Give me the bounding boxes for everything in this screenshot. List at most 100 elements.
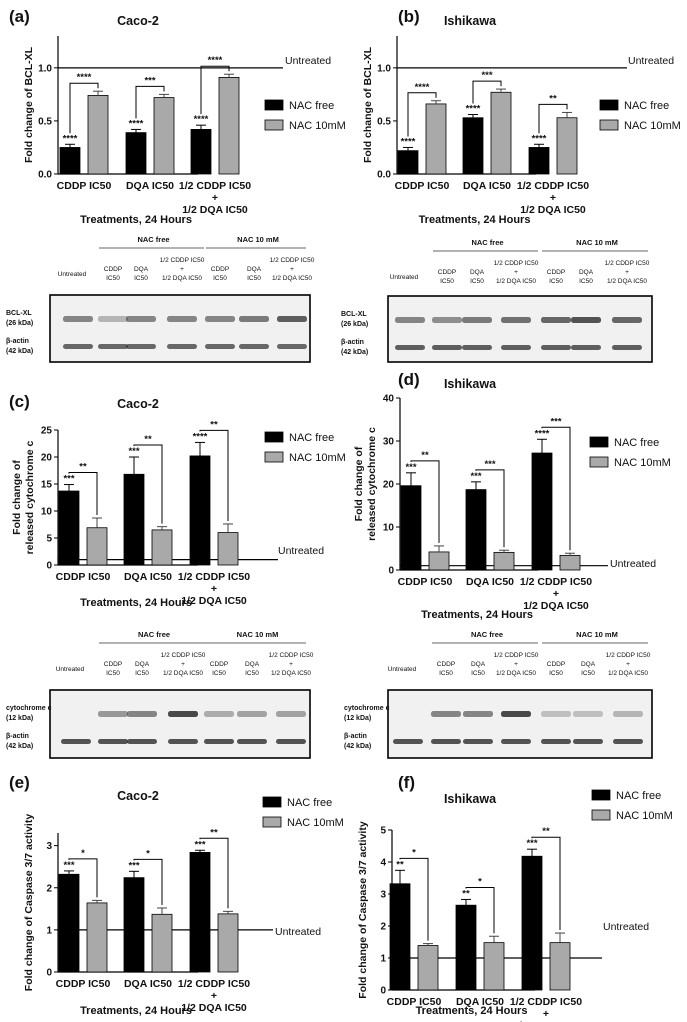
y-tick-label: 15 bbox=[41, 480, 53, 491]
x-tick-label: CDDP IC50 bbox=[57, 180, 112, 192]
significance-stars: *** bbox=[405, 462, 416, 473]
x-tick-label: 1/2 DQA IC50 bbox=[182, 204, 248, 216]
blot-lane-label: DQA bbox=[134, 266, 149, 273]
chart-f: (f) Ishikawa 0 1 2 3 4 5 Fold change of Caspase … bbox=[357, 773, 673, 1022]
blot-band bbox=[204, 711, 234, 717]
blot-lane-label: 1/2 CDDP IC50 bbox=[269, 652, 314, 659]
x-tick-label: 1/2 CDDP IC50 bbox=[178, 571, 250, 583]
blot-lane-label: DQA bbox=[579, 269, 594, 276]
blot-lane-label: IC50 bbox=[439, 670, 453, 677]
chart-c: (c) Caco-2 0 5 10 15 20 25 Fold change of release… bbox=[9, 392, 346, 609]
blot-group-label: NAC 10 mM bbox=[237, 235, 279, 244]
blot-lane-label: Untreated bbox=[390, 274, 419, 281]
blot-band bbox=[168, 711, 198, 717]
blot-lane-label: IC50 bbox=[245, 670, 259, 677]
significance-stars: ** bbox=[462, 888, 470, 899]
y-tick-label: 1 bbox=[380, 954, 386, 965]
bar-nac-10mm bbox=[417, 945, 439, 991]
y-axis-label: Fold change of BCL-XL bbox=[362, 46, 374, 163]
panel-letter: (d) bbox=[398, 370, 420, 389]
blot-band bbox=[573, 711, 603, 717]
x-tick-label: + bbox=[211, 583, 217, 595]
x-tick-label: DQA IC50 bbox=[124, 571, 172, 583]
y-axis-label-line2: released cytochrome c bbox=[24, 440, 36, 554]
legend-label: NAC 10mM bbox=[614, 457, 671, 469]
comparison-bracket bbox=[68, 472, 98, 516]
blot-band bbox=[501, 345, 531, 350]
comparison-bracket bbox=[407, 92, 437, 137]
blot-band bbox=[237, 739, 267, 744]
blot-band bbox=[395, 317, 425, 323]
blot-lane-label: 1/2 DQA IC50 bbox=[271, 670, 311, 677]
western-blot-d: NAC free NAC 10 mM Untreated CDDP IC50 DQA IC5… bbox=[344, 630, 653, 759]
blot-band bbox=[432, 345, 462, 350]
x-tick-label: CDDP IC50 bbox=[56, 571, 111, 583]
bar-nac-free bbox=[528, 147, 550, 175]
chart-d: (d) Ishikawa 0 10 20 30 40 Fold change of releas… bbox=[353, 370, 671, 621]
x-tick-label: + bbox=[212, 192, 218, 204]
blot-membrane bbox=[49, 294, 311, 363]
x-tick-label: 1/2 DQA IC50 bbox=[513, 1020, 579, 1022]
blot-band bbox=[126, 316, 156, 322]
blot-row-label: BCL-XL bbox=[341, 311, 367, 318]
legend-label: NAC 10mM bbox=[624, 120, 681, 132]
blot-lane-label: IC50 bbox=[135, 670, 149, 677]
chart-e: (e) Caco-2 0 1 2 3 Fold change of Caspase 3/7 … bbox=[9, 773, 344, 1017]
untreated-label: Untreated bbox=[278, 545, 324, 557]
blot-lane-label: CDDP bbox=[104, 266, 122, 273]
legend-label: NAC free bbox=[287, 797, 332, 809]
x-tick-label: 1/2 DQA IC50 bbox=[520, 204, 586, 216]
legend-swatch-nac-10mm bbox=[264, 119, 284, 131]
blot-lane-label: DQA bbox=[470, 269, 485, 276]
bar-nac-10mm bbox=[549, 942, 571, 991]
blot-lane-label: DQA bbox=[471, 661, 486, 668]
blot-lane-label: IC50 bbox=[247, 275, 261, 282]
blot-lane-label: IC50 bbox=[579, 278, 593, 285]
x-tick-label: CDDP IC50 bbox=[398, 576, 453, 588]
blot-lane-label: IC50 bbox=[470, 278, 484, 285]
bar-nac-10mm bbox=[425, 103, 447, 175]
y-axis-label: Fold change of BCL-XL bbox=[23, 46, 35, 163]
significance-stars: *** bbox=[63, 474, 74, 485]
blot-band bbox=[237, 711, 267, 717]
blot-band bbox=[612, 317, 642, 323]
blot-lane-label: + bbox=[625, 269, 629, 276]
comparison-stars: ** bbox=[421, 450, 429, 461]
bar-nac-10mm bbox=[483, 942, 505, 991]
significance-stars: *** bbox=[194, 839, 205, 850]
y-axis-label: Fold change of Caspase 3/7 activity bbox=[23, 814, 35, 992]
blot-band bbox=[277, 344, 307, 349]
significance-stars: *** bbox=[526, 838, 537, 849]
legend-swatch-nac-10mm bbox=[262, 816, 282, 828]
x-tick-label: + bbox=[543, 1008, 549, 1020]
blot-lane-label: CDDP bbox=[211, 266, 229, 273]
blot-band bbox=[613, 711, 643, 717]
untreated-label: Untreated bbox=[610, 558, 656, 570]
comparison-bracket bbox=[538, 103, 568, 134]
blot-band bbox=[462, 345, 492, 350]
comparison-stars: * bbox=[146, 848, 150, 859]
blot-group-label: NAC free bbox=[471, 630, 503, 639]
bar-nac-free bbox=[462, 117, 484, 175]
x-axis-label: Treatments, 24 Hours bbox=[80, 1005, 192, 1017]
y-tick-label: 0 bbox=[380, 986, 386, 997]
blot-lane-label: + bbox=[180, 266, 184, 273]
blot-lane-label: 1/2 CDDP IC50 bbox=[161, 652, 206, 659]
comparison-bracket bbox=[200, 65, 230, 115]
blot-band bbox=[541, 317, 571, 323]
blot-band bbox=[501, 739, 531, 744]
panel-letter: (a) bbox=[9, 7, 30, 26]
legend-swatch-nac-10mm bbox=[589, 456, 609, 468]
blot-row-label: cytochrome c bbox=[344, 705, 390, 712]
blot-lane-label: 1/2 DQA IC50 bbox=[272, 275, 312, 282]
y-tick-label: 0.0 bbox=[38, 170, 52, 181]
legend-swatch-nac-free bbox=[264, 431, 284, 443]
blot-band bbox=[205, 316, 235, 322]
blot-band bbox=[541, 345, 571, 350]
blot-band bbox=[573, 739, 603, 744]
blot-group-label: NAC 10 mM bbox=[576, 630, 618, 639]
blot-row-size: (42 kDa) bbox=[344, 743, 371, 750]
blot-lane-label: 1/2 DQA IC50 bbox=[607, 278, 647, 285]
blot-lane-label: 1/2 DQA IC50 bbox=[608, 670, 648, 677]
